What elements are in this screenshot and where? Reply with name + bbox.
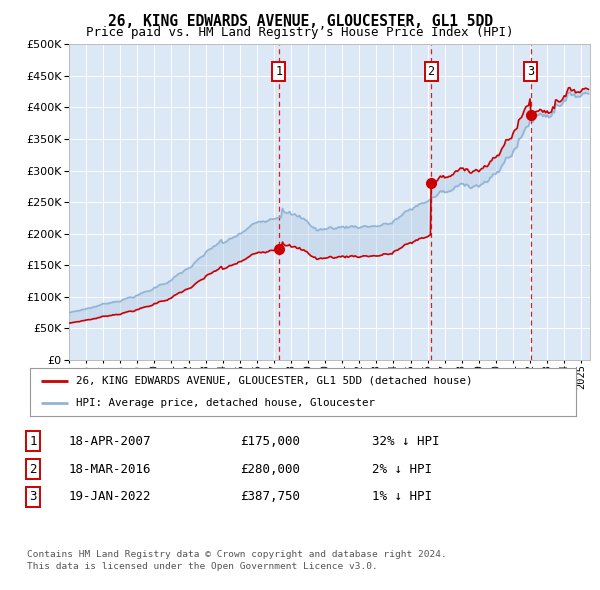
- Text: 2: 2: [428, 65, 435, 78]
- Text: This data is licensed under the Open Government Licence v3.0.: This data is licensed under the Open Gov…: [27, 562, 378, 571]
- Text: Contains HM Land Registry data © Crown copyright and database right 2024.: Contains HM Land Registry data © Crown c…: [27, 550, 447, 559]
- Text: £175,000: £175,000: [240, 435, 300, 448]
- Text: £387,750: £387,750: [240, 490, 300, 503]
- Text: 18-MAR-2016: 18-MAR-2016: [69, 463, 151, 476]
- Text: 3: 3: [527, 65, 535, 78]
- Text: 32% ↓ HPI: 32% ↓ HPI: [372, 435, 439, 448]
- Text: 1: 1: [275, 65, 283, 78]
- Text: 26, KING EDWARDS AVENUE, GLOUCESTER, GL1 5DD: 26, KING EDWARDS AVENUE, GLOUCESTER, GL1…: [107, 14, 493, 29]
- Text: HPI: Average price, detached house, Gloucester: HPI: Average price, detached house, Glou…: [76, 398, 376, 408]
- Text: 1% ↓ HPI: 1% ↓ HPI: [372, 490, 432, 503]
- Text: 1: 1: [29, 435, 37, 448]
- Text: 2: 2: [29, 463, 37, 476]
- Text: 26, KING EDWARDS AVENUE, GLOUCESTER, GL1 5DD (detached house): 26, KING EDWARDS AVENUE, GLOUCESTER, GL1…: [76, 376, 473, 386]
- Text: £280,000: £280,000: [240, 463, 300, 476]
- Text: 2% ↓ HPI: 2% ↓ HPI: [372, 463, 432, 476]
- Text: 18-APR-2007: 18-APR-2007: [69, 435, 151, 448]
- Text: 3: 3: [29, 490, 37, 503]
- Text: 19-JAN-2022: 19-JAN-2022: [69, 490, 151, 503]
- Text: Price paid vs. HM Land Registry’s House Price Index (HPI): Price paid vs. HM Land Registry’s House …: [86, 26, 514, 39]
